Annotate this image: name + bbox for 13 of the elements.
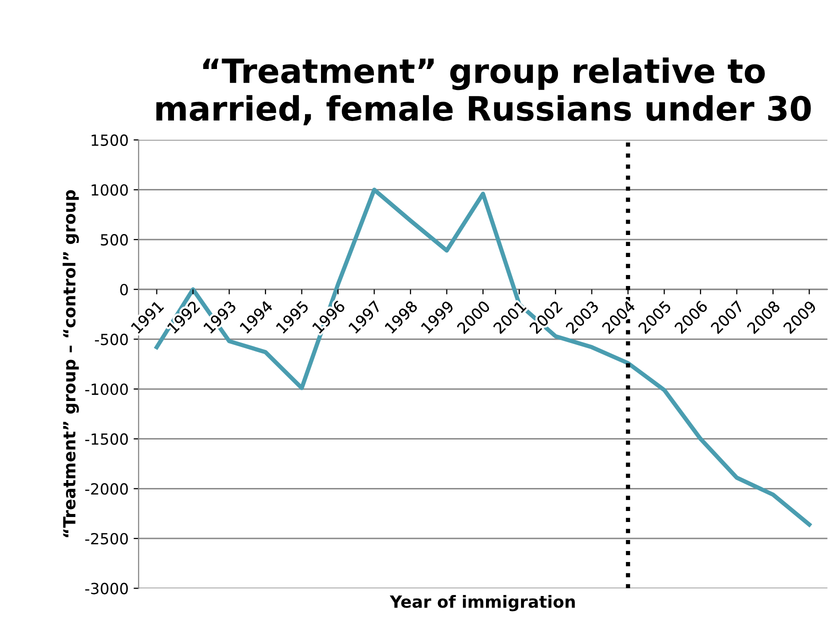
y-tick-label: 500 [100,234,128,246]
y-tick-label: -3000 [85,582,128,594]
chart-title: “Treatment” group relative to married, female Russians under 30 [156,58,811,126]
y-tick-label: 0 [120,284,128,296]
y-tick-label: -1500 [85,433,128,445]
y-tick-label: 1500 [92,134,128,146]
y-tick-label: -2500 [85,532,128,544]
x-axis-title: Year of immigration [390,595,575,612]
y-tick-label: -1000 [85,383,128,396]
y-axis-title: “Treatment” group – “control” group [62,190,79,538]
y-tick-label: 1000 [92,184,128,196]
y-tick-label: -500 [94,334,128,346]
y-tick-label: -2000 [85,483,128,495]
